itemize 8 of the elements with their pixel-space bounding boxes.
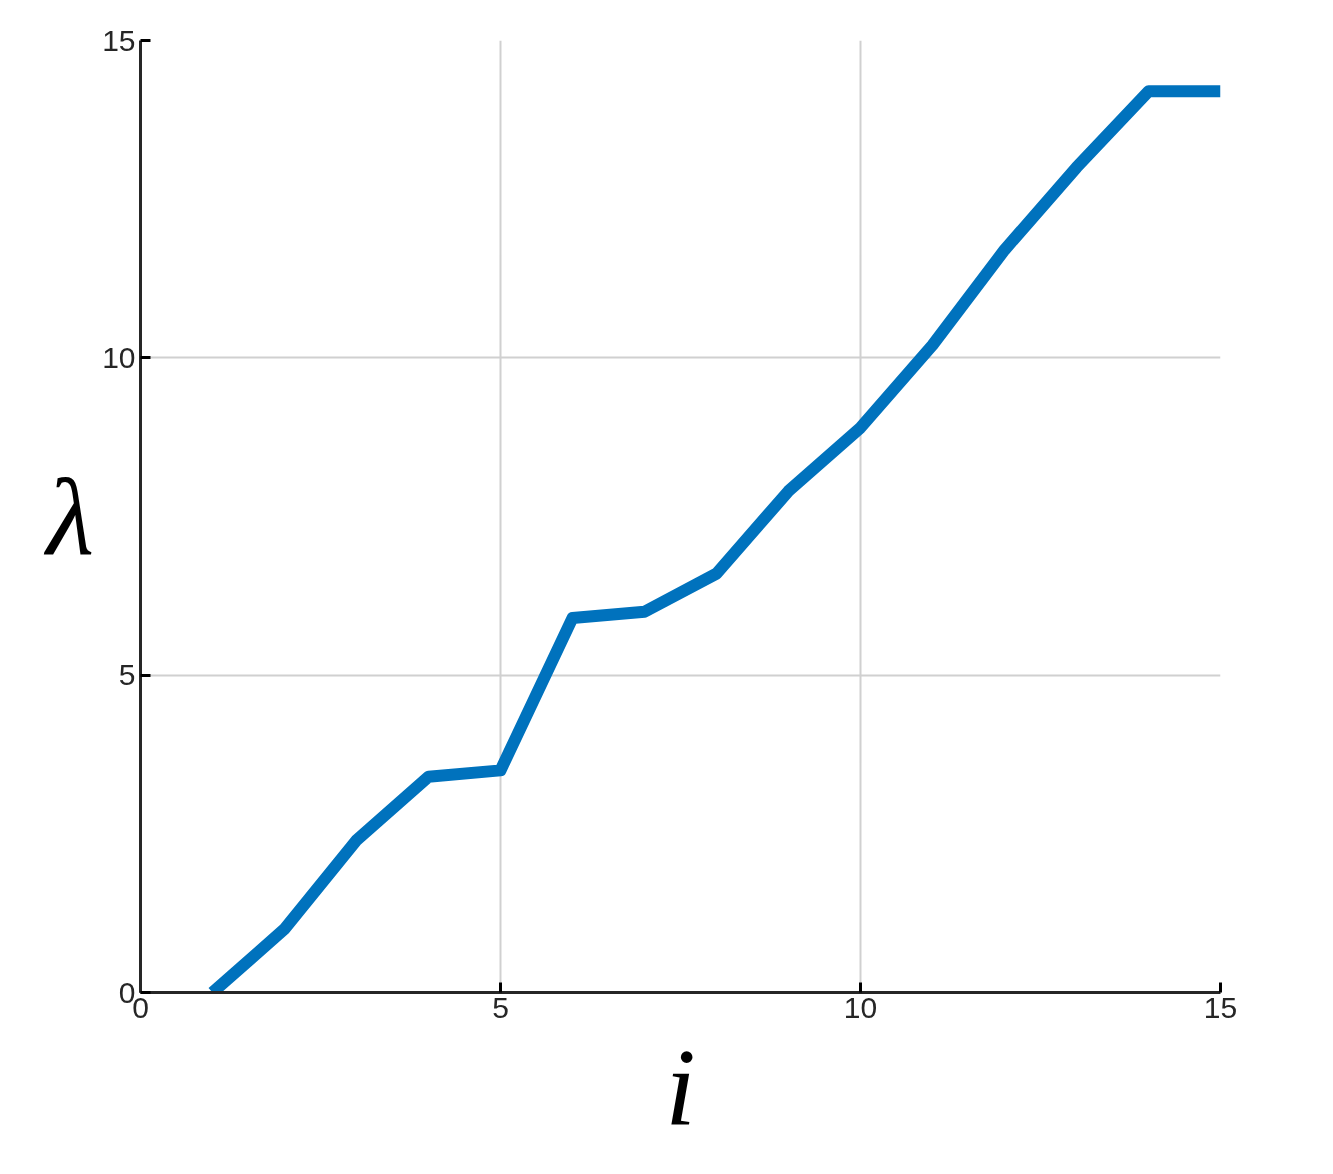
x-tick-label: 15 [1203,990,1238,1024]
y-axis-title: λ [43,455,95,578]
x-tick-label: 5 [492,990,509,1024]
x-tick-label: 10 [843,990,878,1024]
y-tick-label: 15 [102,23,136,57]
x-axis-title: i [665,1025,696,1148]
y-tick-label: 5 [118,658,136,692]
y-tick-label: 10 [102,340,136,374]
